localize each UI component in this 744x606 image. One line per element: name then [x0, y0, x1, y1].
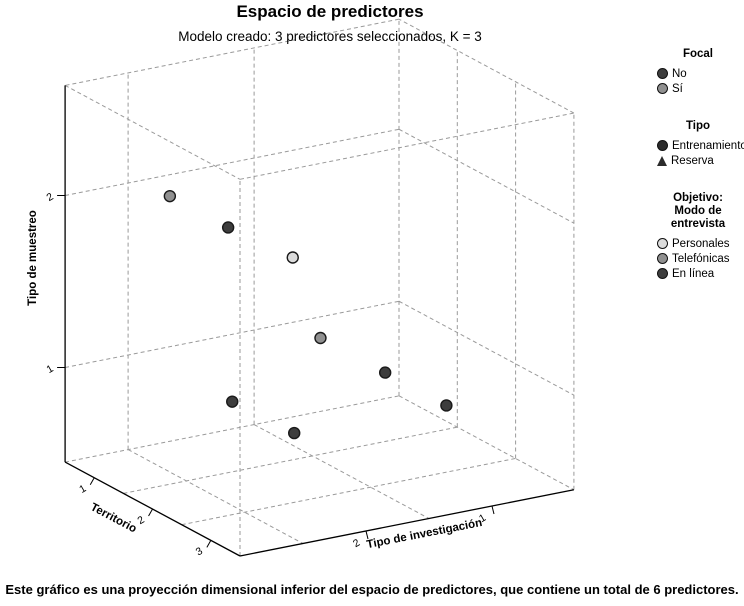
legend-title-focal: Focal	[682, 48, 714, 60]
legend-title-line: Objetivo:	[673, 192, 723, 204]
data-point	[288, 426, 301, 440]
gridline	[65, 18, 400, 86]
legend-item-personales: Personales	[652, 236, 744, 251]
gridline	[65, 300, 400, 368]
circle-marker-icon	[657, 68, 668, 79]
chart-caption: Este gráfico es una proyección dimension…	[5, 582, 739, 597]
legend-item-label: Personales	[672, 237, 730, 250]
y-tick-label: 1	[477, 512, 488, 525]
z-tick-label: 1	[45, 363, 56, 376]
legend-item-label: No	[672, 67, 687, 80]
legend-item-label: En línea	[672, 267, 715, 280]
legend-item-focal-no: No	[652, 66, 744, 81]
circle-marker-icon	[657, 268, 668, 279]
legend-item-label: Entrenamiento	[672, 139, 744, 152]
circle-marker-icon	[657, 238, 668, 249]
legend-item-label: Sí	[672, 82, 683, 95]
y-tick	[491, 505, 495, 515]
x-tick-label: 3	[194, 545, 205, 558]
legend-item-en-linea: En línea	[652, 266, 744, 281]
gridline	[65, 128, 400, 196]
gridline	[239, 112, 574, 180]
gridline	[398, 395, 575, 491]
gridline	[127, 449, 304, 544]
data-point	[226, 395, 239, 408]
y-tick-label: 2	[351, 537, 362, 550]
legend-title-tipo: Tipo	[685, 120, 711, 132]
circle-marker-icon	[657, 83, 668, 94]
legend-title-objetivo: Objetivo: Modo de entrevista	[652, 192, 744, 231]
z-tick-label: 2	[45, 191, 56, 204]
data-point	[314, 331, 327, 345]
x-tick-label: 2	[136, 514, 147, 527]
chart-subtitle: Modelo creado: 3 predictores seleccionad…	[178, 29, 482, 44]
gridline	[181, 457, 516, 526]
gridline	[398, 128, 575, 224]
y-tick	[365, 530, 369, 540]
gridline	[65, 395, 400, 463]
legend-item-entrenamiento: Entrenamiento	[652, 138, 744, 153]
legend-section-focal: Focal No Sí	[652, 48, 744, 96]
z-axis-title: Tipo de muestreo	[27, 210, 39, 306]
circle-marker-icon	[657, 140, 668, 151]
legend-section-objetivo: Objetivo: Modo de entrevista Personales …	[652, 192, 744, 281]
gridline	[398, 300, 575, 396]
data-point	[221, 221, 235, 234]
chart-title: Espacio de predictores	[236, 2, 424, 21]
legend-item-focal-si: Sí	[652, 81, 744, 96]
gridline	[123, 426, 458, 494]
legend-item-label: Telefónicas	[672, 252, 730, 265]
y-axis-title: Tipo de investigación	[366, 517, 484, 551]
legend-title-line: Modo de	[674, 205, 722, 217]
x-axis-title: Territorio	[88, 501, 138, 535]
gridline	[64, 84, 241, 180]
data-point	[378, 366, 392, 379]
gridline	[398, 18, 575, 114]
data-point	[286, 251, 299, 264]
x-tick	[148, 508, 153, 517]
legend: Focal No Sí Tipo Entrenamiento Reserva	[652, 48, 744, 305]
legend-item-label: Reserva	[671, 154, 714, 167]
data-point	[163, 189, 177, 203]
gridline	[253, 424, 430, 519]
x-tick-label: 1	[77, 482, 88, 495]
triangle-marker-icon	[657, 155, 667, 166]
x-tick	[89, 477, 95, 485]
legend-item-reserva: Reserva	[652, 153, 744, 168]
legend-section-tipo: Tipo Entrenamiento Reserva	[652, 120, 744, 168]
y-axis	[239, 489, 575, 557]
x-tick	[206, 540, 212, 548]
circle-marker-icon	[657, 253, 668, 264]
data-point	[440, 399, 453, 412]
legend-title-line: entrevista	[670, 218, 726, 230]
legend-item-telefonicas: Telefónicas	[652, 251, 744, 266]
